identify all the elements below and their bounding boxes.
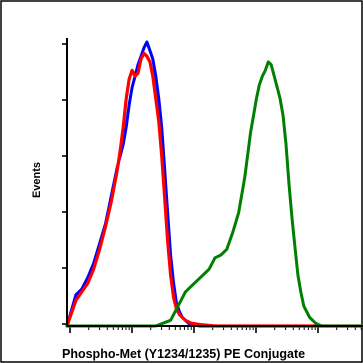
- green-histogram-curve: [65, 60, 363, 328]
- x-axis-label: Phospho-Met (Y1234/1235) PE Conjugate: [62, 347, 305, 361]
- y-axis-label: Events: [31, 162, 43, 198]
- red-histogram-curve: [65, 51, 363, 328]
- blue-histogram-curve: [65, 40, 363, 328]
- histogram-curves: [65, 40, 363, 328]
